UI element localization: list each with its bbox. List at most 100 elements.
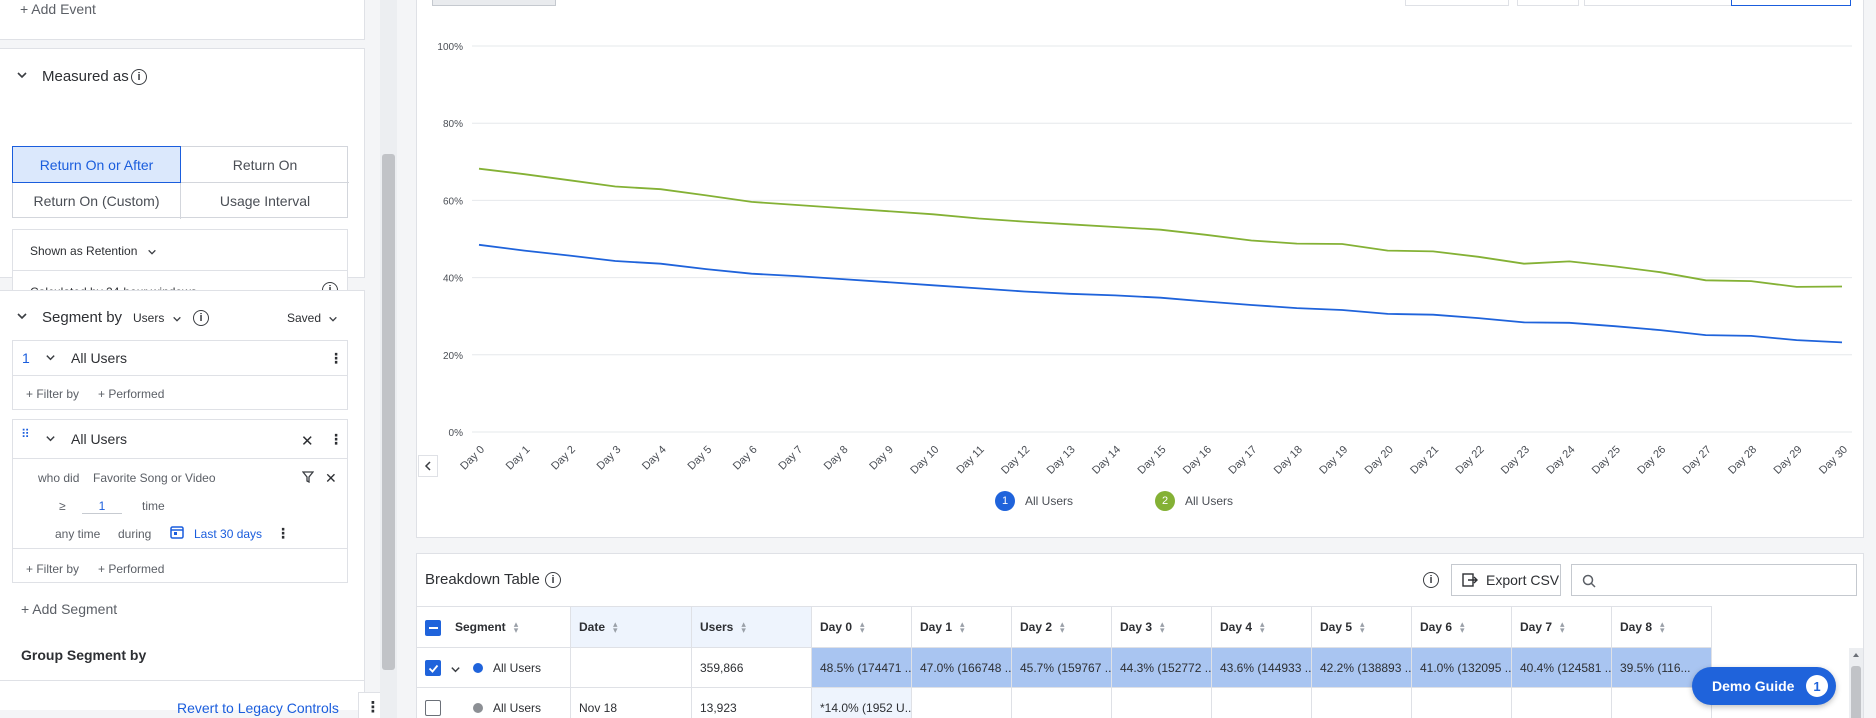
retention-cell[interactable]: 40.4% (124581 ... [1512, 648, 1612, 688]
column-header-users[interactable]: Users ▴ ▾ [692, 606, 812, 648]
toolbar-control[interactable] [1405, 0, 1509, 6]
column-header-day-3[interactable]: Day 3 ▴ ▾ [1112, 606, 1212, 648]
column-header-date[interactable]: Date ▴ ▾ [571, 606, 692, 648]
more-vertical-icon[interactable]: ⋮ [329, 350, 343, 366]
option-return-on[interactable]: Return On [181, 147, 349, 183]
calendar-icon[interactable] [170, 525, 184, 539]
revert-legacy-link[interactable]: Revert to Legacy Controls [177, 700, 339, 716]
series-line-1[interactable] [478, 243, 1843, 344]
breakdown-title: Breakdown Table [425, 571, 540, 588]
option-return-on-or-after[interactable]: Return On or After [12, 146, 181, 183]
filter-by-button[interactable]: + Filter by [26, 562, 80, 576]
shown-as-dropdown[interactable]: Shown as Retention [30, 244, 157, 258]
retention-cell[interactable]: 45.7% (159767 ... [1012, 648, 1112, 688]
row-checkbox[interactable] [425, 700, 441, 716]
drag-handle-icon[interactable]: ⠿ [21, 427, 30, 441]
breakdown-table: Segment ▴ ▾ Date ▴ ▾ Users ▴ ▾ Day 0 ▴ ▾ Day 1 ▴ ▾ Day … [417, 554, 1865, 718]
count-input[interactable]: 1 [82, 499, 122, 514]
saved-segments-dropdown[interactable]: Saved [287, 311, 338, 325]
retention-cell[interactable] [1212, 688, 1312, 718]
column-header-day-1[interactable]: Day 1 ▴ ▾ [912, 606, 1012, 648]
close-icon[interactable]: ✕ [301, 433, 314, 450]
retention-cell[interactable] [1512, 688, 1612, 718]
legend-item-2[interactable]: 2 All Users [1155, 491, 1233, 511]
event-name[interactable]: Favorite Song or Video [93, 471, 216, 485]
chevron-down-icon[interactable] [45, 352, 56, 363]
column-header-day-7[interactable]: Day 7 ▴ ▾ [1512, 606, 1612, 648]
x-tick-label: Day 20 [1363, 444, 1396, 477]
retention-cell[interactable]: 39.5% (116... [1612, 648, 1712, 688]
filter-by-button[interactable]: + Filter by [26, 387, 80, 401]
column-header-segment[interactable]: Segment ▴ ▾ [417, 606, 571, 648]
x-tick-label: Day 17 [1226, 444, 1259, 477]
retention-cell[interactable]: 42.2% (138893 ... [1312, 648, 1412, 688]
info-icon[interactable]: i [545, 572, 561, 588]
legend-label: All Users [1185, 494, 1234, 508]
row-checkbox[interactable] [425, 660, 441, 676]
x-tick-label: Day 1 [504, 444, 533, 473]
table-scroll-track[interactable] [1849, 648, 1863, 718]
retention-cell[interactable] [1412, 688, 1512, 718]
chevron-down-icon[interactable] [16, 69, 28, 81]
chevron-down-icon[interactable] [16, 310, 28, 322]
more-vertical-icon[interactable]: ⋮ [276, 525, 290, 541]
retention-cell[interactable]: 43.6% (144933 ... [1212, 648, 1312, 688]
unit-label: time [142, 499, 165, 513]
retention-cell[interactable]: 44.3% (152772 ... [1112, 648, 1212, 688]
retention-cell[interactable] [912, 688, 1012, 718]
performed-button[interactable]: + Performed [98, 387, 165, 401]
chart-scroll-left-button[interactable] [418, 455, 438, 477]
segment-name[interactable]: All Users [71, 350, 128, 366]
segment-name[interactable]: All Users [71, 431, 128, 447]
info-icon[interactable]: i [131, 69, 147, 85]
demo-guide-button[interactable]: Demo Guide 1 [1692, 667, 1836, 705]
segment-type-dropdown[interactable]: Users [133, 311, 182, 325]
retention-cell[interactable] [1312, 688, 1412, 718]
series-line-2[interactable] [478, 167, 1843, 288]
chevron-left-icon [424, 461, 431, 471]
table-scrollbar[interactable] [1851, 666, 1861, 718]
retention-cell[interactable]: *14.0% (1952 U... [812, 688, 912, 718]
select-all-checkbox[interactable] [425, 620, 441, 636]
sidebar-scrollbar[interactable] [382, 154, 395, 670]
segment-1: 1 All Users ⋮ + Filter by + Performed [12, 340, 348, 410]
retention-cell[interactable] [1012, 688, 1112, 718]
interval-selected[interactable] [1731, 0, 1851, 6]
operator[interactable]: ≥ [59, 499, 66, 513]
add-segment-button[interactable]: + Add Segment [21, 601, 118, 617]
scroll-up-icon [1853, 653, 1859, 657]
search-icon [1582, 574, 1596, 588]
column-header-day-4[interactable]: Day 4 ▴ ▾ [1212, 606, 1312, 648]
close-icon[interactable]: ✕ [325, 470, 337, 486]
add-event-button[interactable]: + Add Event [20, 1, 96, 17]
retention-cell[interactable]: 48.5% (174471 ... [812, 648, 912, 688]
retention-cell[interactable]: 47.0% (166748 ... [912, 648, 1012, 688]
legend-item-1[interactable]: 1 All Users [995, 491, 1073, 511]
option-usage-interval[interactable]: Usage Interval [219, 193, 311, 209]
retention-cell[interactable] [1112, 688, 1212, 718]
option-return-on-custom[interactable]: Return On (Custom) [13, 183, 181, 219]
group-segment-by-title[interactable]: Group Segment by [21, 647, 147, 663]
column-header-day-2[interactable]: Day 2 ▴ ▾ [1012, 606, 1112, 648]
x-tick-label: Day 8 [822, 444, 851, 473]
column-header-day-8[interactable]: Day 8 ▴ ▾ [1612, 606, 1712, 648]
export-csv-button[interactable]: Export CSV [1451, 564, 1561, 596]
toolbar-button[interactable] [432, 0, 556, 6]
sort-icon: ▴ ▾ [1260, 619, 1265, 635]
toolbar-control[interactable] [1517, 0, 1579, 6]
more-vertical-icon[interactable]: ⋮ [329, 431, 343, 447]
column-header-day-0[interactable]: Day 0 ▴ ▾ [812, 606, 912, 648]
info-icon[interactable]: i [1423, 572, 1439, 588]
chevron-down-icon[interactable] [45, 433, 56, 444]
performed-button[interactable]: + Performed [98, 562, 165, 576]
chevron-down-icon[interactable] [450, 662, 461, 680]
column-header-day-5[interactable]: Day 5 ▴ ▾ [1312, 606, 1412, 648]
column-header-day-6[interactable]: Day 6 ▴ ▾ [1412, 606, 1512, 648]
y-tick-label: 40% [443, 274, 463, 285]
search-input[interactable] [1571, 564, 1857, 596]
date-range-button[interactable]: Last 30 days [194, 527, 263, 541]
retention-cell[interactable]: 41.0% (132095 ... [1412, 648, 1512, 688]
info-icon[interactable]: i [193, 310, 209, 326]
filter-icon[interactable] [302, 471, 314, 483]
any-time-dropdown[interactable]: any time [55, 527, 101, 541]
